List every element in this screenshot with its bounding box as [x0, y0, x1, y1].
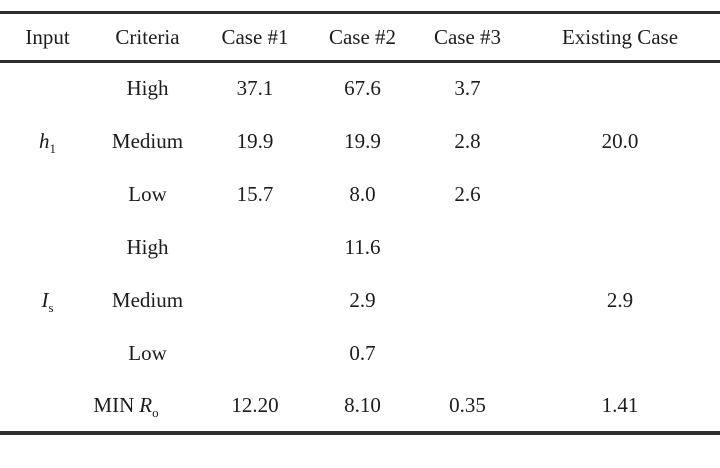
col-header-existing-case: Existing Case: [561, 24, 679, 49]
case1-cell: 37.1: [236, 76, 274, 101]
results-table: Input Criteria Case #1 Case #2 Case #3 E…: [0, 11, 720, 435]
case1-cell: 15.7: [236, 181, 274, 206]
case2-cell: 67.6: [344, 76, 381, 101]
criteria-cell: Medium: [111, 128, 184, 153]
case1-cell: [200, 221, 310, 274]
case2-cell: 8.0: [349, 181, 376, 206]
case3-cell: 2.8: [454, 128, 481, 153]
case1-cell: [200, 327, 310, 380]
case2-cell: 0.7: [349, 340, 376, 365]
table-row-h1-high: h1 High 37.1 67.6 3.7: [0, 62, 720, 155]
table-row-h1-low: Low 15.7 8.0 2.6: [0, 168, 720, 221]
min-label: MIN: [93, 392, 135, 417]
criteria-cell: Low: [128, 181, 167, 206]
ro-subscript: o: [152, 404, 159, 420]
case2-cell: 19.9: [344, 128, 381, 153]
existing-case-cell: [520, 168, 720, 221]
col-header-input: Input: [25, 24, 70, 49]
criteria-cell: Low: [128, 340, 167, 365]
input-subscript: s: [48, 299, 54, 315]
case2-cell: 8.10: [344, 392, 381, 417]
input-subscript: 1: [49, 141, 57, 157]
existing-case-cell: 20.0: [601, 128, 639, 153]
case3-cell: [415, 274, 520, 327]
input-symbol: h: [39, 129, 50, 154]
case3-cell: [415, 327, 520, 380]
criteria-cell: High: [126, 76, 169, 101]
criteria-cell: Medium: [111, 287, 184, 312]
case3-cell: 3.7: [454, 76, 481, 101]
case2-cell: 11.6: [344, 234, 381, 259]
table-row-is-medium: Medium 2.9 2.9: [0, 274, 720, 327]
min-ro-label: MIN Ro: [0, 380, 200, 433]
case3-cell: [415, 221, 520, 274]
existing-case-cell: 2.9: [606, 287, 634, 312]
input-symbol: I: [41, 287, 49, 312]
table-row-h1-medium: Medium 19.9 19.9 2.8 20.0: [0, 115, 720, 168]
col-header-case1: Case #1: [221, 24, 289, 49]
case3-cell: 2.6: [454, 181, 481, 206]
criteria-cell: High: [126, 234, 169, 259]
existing-case-cell: [520, 327, 720, 380]
existing-case-cell: [520, 62, 720, 115]
col-header-case2: Case #2: [328, 24, 397, 49]
table-row-is-low: Low 0.7: [0, 327, 720, 380]
col-header-criteria: Criteria: [115, 24, 180, 49]
col-header-case3: Case #3: [433, 24, 502, 49]
existing-case-cell: 1.41: [601, 392, 639, 417]
table-row-min-ro: MIN Ro 12.20 8.10 0.35 1.41: [0, 380, 720, 433]
table-row-is-high: Is High 11.6: [0, 221, 720, 314]
existing-case-cell: [520, 221, 720, 274]
header-row: Input Criteria Case #1 Case #2 Case #3 E…: [0, 13, 720, 62]
results-table-container: Input Criteria Case #1 Case #2 Case #3 E…: [0, 11, 720, 435]
case2-cell: 2.9: [349, 287, 376, 312]
ro-symbol: R: [139, 392, 153, 417]
input-label-h1: h1: [0, 62, 95, 221]
case1-cell: 19.9: [236, 128, 274, 153]
case1-cell: 12.20: [231, 392, 279, 417]
case1-cell: [200, 274, 310, 327]
input-label-is: Is: [0, 221, 95, 380]
case3-cell: 0.35: [449, 392, 486, 417]
